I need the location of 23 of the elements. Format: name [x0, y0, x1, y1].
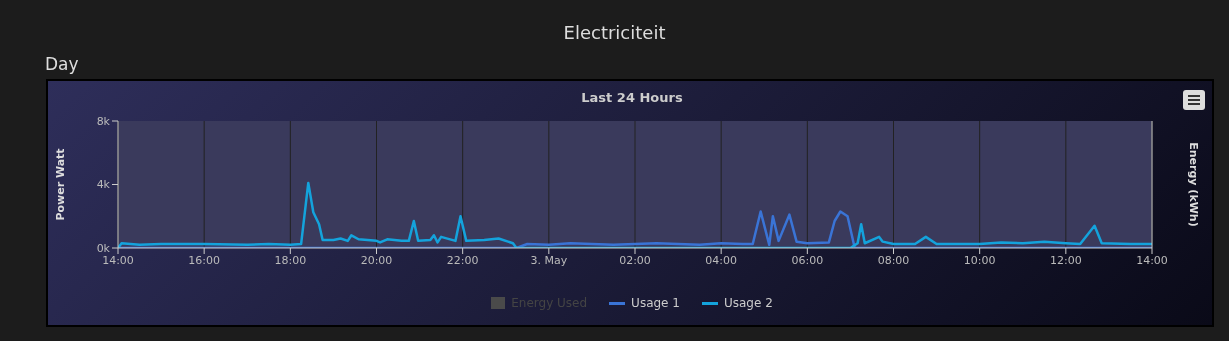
- text: Day: [45, 54, 79, 74]
- y-tick-label: 4k: [96, 178, 111, 192]
- x-tick-label: 12:00: [1049, 253, 1082, 267]
- text: Electriciteit: [562, 22, 667, 43]
- x-tick-label: 18:00: [274, 253, 307, 267]
- y-axis-title: Power Watt: [53, 148, 67, 221]
- x-tick-label: 14:00: [102, 253, 134, 267]
- x-tick-label: 20:00: [360, 253, 393, 267]
- y-tick-label: 8k: [96, 114, 111, 128]
- y2-axis-title: Energy (kWh): [1187, 142, 1201, 227]
- x-tick-label: 22:00: [446, 253, 479, 267]
- x-tick-label: 16:00: [188, 253, 221, 267]
- x-tick-label: 04:00: [705, 253, 738, 267]
- y-tick-label: 0k: [96, 241, 111, 255]
- chart-title: Last 24 Hours: [580, 90, 684, 105]
- x-tick-label: 14:00: [1136, 253, 1168, 267]
- x-tick-label: 02:00: [619, 253, 651, 267]
- x-tick-label: 08:00: [877, 253, 910, 267]
- x-tick-label: 06:00: [791, 253, 824, 267]
- legend-label: Usage 2: [722, 296, 773, 310]
- x-tick-label: 10:00: [963, 253, 996, 267]
- legend-label: Usage 1: [630, 296, 680, 310]
- x-tick-label: 3. May: [530, 253, 568, 267]
